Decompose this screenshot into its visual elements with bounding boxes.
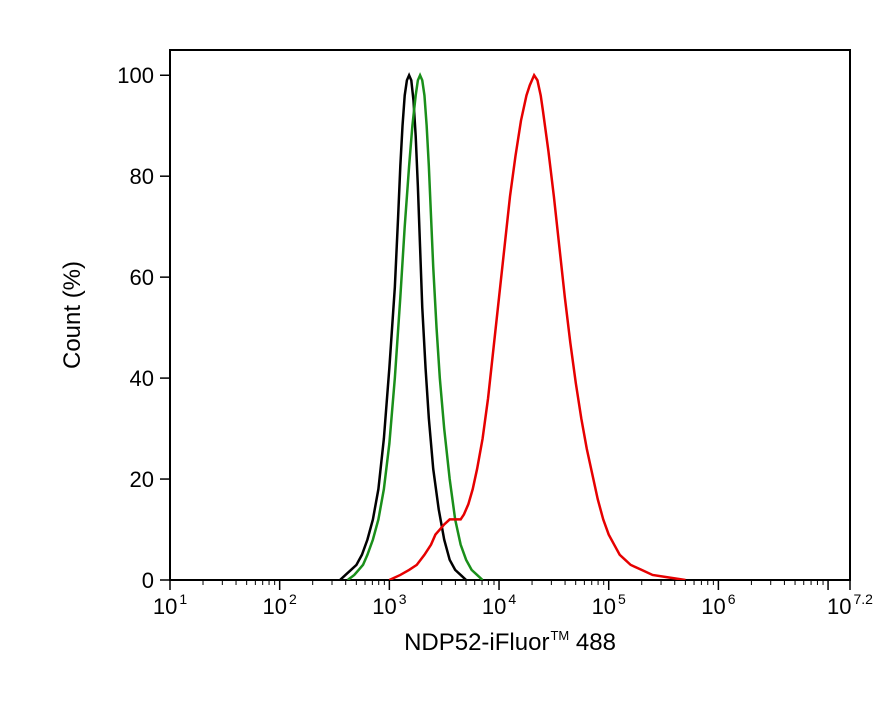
flow-cytometry-histogram: 101 102 103 104 105 106 107.2 0 20 40 60 80 100 Count… xyxy=(0,0,888,711)
x-tick-label: 101 xyxy=(153,591,187,619)
x-tick-label: 102 xyxy=(263,591,297,619)
x-tick-label: 106 xyxy=(701,591,735,619)
y-tick-label: 0 xyxy=(142,568,154,593)
x-tick-label: 107.2 xyxy=(827,591,873,619)
y-tick-label: 60 xyxy=(130,265,154,290)
series-red xyxy=(389,75,685,580)
y-tick-label: 80 xyxy=(130,164,154,189)
series-black xyxy=(340,75,466,580)
x-axis-label: NDP52-iFluorTM 488 xyxy=(404,628,616,656)
plot-frame xyxy=(170,50,850,580)
y-tick-label: 100 xyxy=(117,63,154,88)
y-tick-label: 20 xyxy=(130,467,154,492)
chart-container: 101 102 103 104 105 106 107.2 0 20 40 60 80 100 Count… xyxy=(0,0,888,711)
x-tick-label: 103 xyxy=(372,591,406,619)
x-tick-label: 104 xyxy=(482,591,516,619)
y-axis-label: Count (%) xyxy=(59,261,86,369)
y-tick-label: 40 xyxy=(130,366,154,391)
x-tick-label: 105 xyxy=(592,591,626,619)
